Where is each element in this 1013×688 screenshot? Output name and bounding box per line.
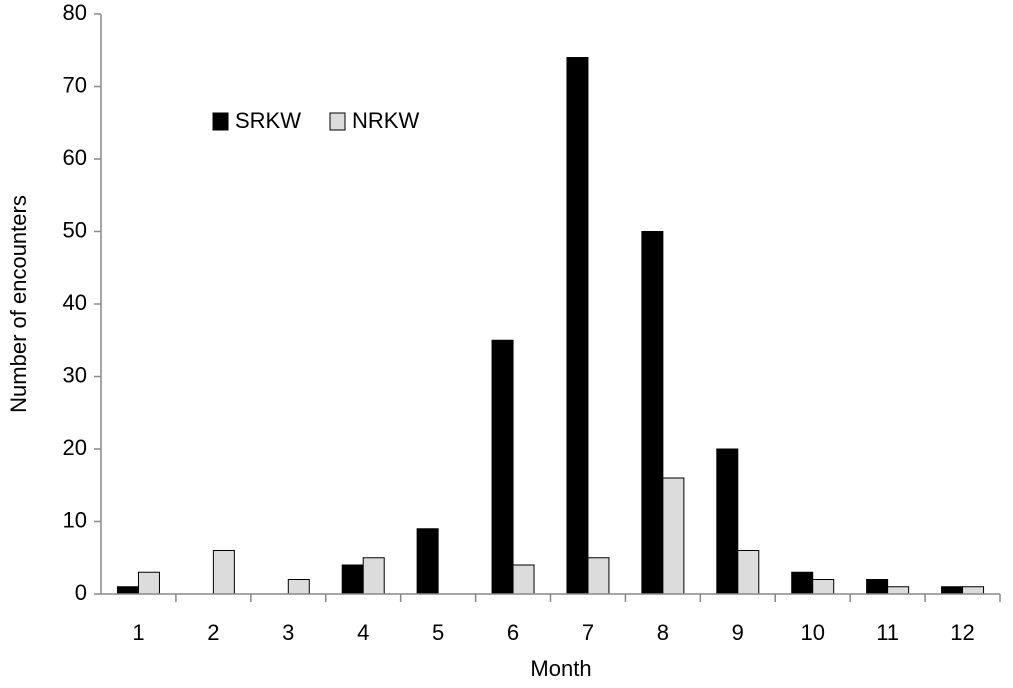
bar [116, 586, 139, 595]
x-tick-label: 7 [582, 620, 594, 645]
y-tick-label: 30 [63, 362, 87, 387]
bar [887, 586, 910, 595]
bar [566, 57, 589, 595]
x-tick-label: 3 [282, 620, 294, 645]
bar [962, 586, 985, 595]
bar [791, 571, 814, 595]
bar [287, 579, 310, 595]
x-tick-label: 10 [800, 620, 824, 645]
y-tick-label: 40 [63, 290, 87, 315]
bar [587, 557, 610, 595]
bar [491, 339, 514, 595]
y-tick-label: 50 [63, 217, 87, 242]
bar [212, 550, 235, 595]
legend-label: NRKW [352, 108, 419, 133]
y-tick-label: 0 [75, 580, 87, 605]
legend-swatch [212, 112, 229, 131]
y-tick-label: 10 [63, 507, 87, 532]
y-tick-label: 70 [63, 72, 87, 97]
x-tick-label: 2 [207, 620, 219, 645]
x-axis-label: Month [530, 656, 591, 681]
x-tick-label: 9 [732, 620, 744, 645]
x-tick-label: 1 [132, 620, 144, 645]
x-tick-label: 12 [950, 620, 974, 645]
bar [137, 571, 160, 595]
x-tick-label: 11 [876, 620, 899, 645]
y-tick-label: 60 [63, 145, 87, 170]
x-tick-label: 6 [507, 620, 519, 645]
x-tick-label: 5 [432, 620, 444, 645]
bar [512, 564, 535, 595]
bar [716, 448, 739, 595]
bar [866, 579, 889, 595]
bar [941, 586, 964, 595]
legend-label: SRKW [235, 108, 301, 133]
bar [737, 550, 760, 595]
x-tick-label: 8 [657, 620, 669, 645]
y-tick-label: 20 [63, 435, 87, 460]
bar [812, 579, 835, 595]
bar [641, 231, 664, 595]
bar [341, 564, 364, 595]
legend-swatch [329, 112, 346, 131]
bar [416, 528, 439, 595]
x-tick-label: 4 [357, 620, 369, 645]
bar [362, 557, 385, 595]
bar [662, 477, 685, 595]
y-axis-label: Number of encounters [6, 195, 31, 413]
y-tick-label: 80 [63, 0, 87, 25]
